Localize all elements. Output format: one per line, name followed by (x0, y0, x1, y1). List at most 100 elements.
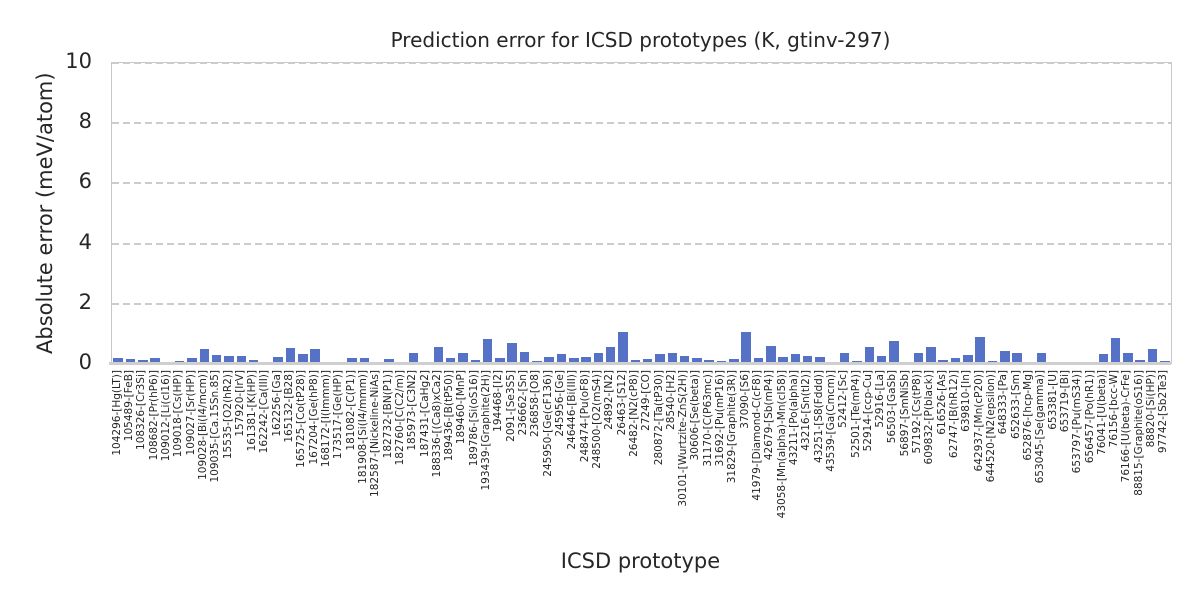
bar (864, 347, 875, 364)
x-tick-label: 41979-[Diamond-C(cF8)] (751, 370, 763, 501)
bar (802, 356, 813, 364)
x-tick-label: 30101-[Wurtzite-ZnS(2H)] (677, 370, 690, 507)
x-tick-label: 187431-[CaHg2] (418, 370, 431, 458)
x-tick-label: 189436-[B(tP50)] (443, 370, 456, 462)
x-tick-label: 644520-[N2(epsilon)] (984, 370, 997, 483)
x-tick-label: 653381-[U] (1046, 370, 1059, 430)
bar (1012, 353, 1022, 364)
x-tick-label: 245956-[Ge] (554, 370, 566, 437)
bar (347, 358, 357, 364)
x-tick-label: 157920-[IrV] (233, 370, 246, 437)
x-tick-label: 652876-[hcp-Mg] (1021, 370, 1034, 461)
bar (125, 359, 136, 364)
x-tick-label: 62747-[B(hR12)] (948, 370, 960, 459)
bar (544, 357, 554, 364)
bar (926, 347, 936, 364)
x-tick-label: 52412-[Sc] (837, 370, 850, 428)
bar (113, 358, 123, 364)
bar (273, 357, 283, 364)
x-tick-label: 639810-[In] (960, 370, 973, 432)
x-tick-label: 43211-[Po(alpha)] (787, 370, 800, 466)
bar (889, 341, 899, 364)
x-tick-label: 28540-[H2] (664, 370, 677, 430)
bar (1036, 353, 1047, 364)
y-tick-4: 4 (78, 229, 92, 254)
x-tick-label: 642937-[Mn(cP20)] (972, 370, 985, 472)
bar (876, 356, 887, 364)
bar (1147, 349, 1158, 364)
bar (679, 356, 690, 364)
bar (433, 347, 444, 364)
x-tick-label: 185973-[C3N2] (406, 370, 419, 451)
bar (445, 358, 456, 364)
y-tick-0: 0 (78, 350, 92, 374)
bar (667, 353, 678, 364)
gridline-y6 (112, 182, 1171, 185)
x-tick-label: 57192-[Cs(tP8)] (911, 370, 924, 454)
x-tick-label: 15535-[O2(hR2)] (221, 370, 234, 460)
bar (1110, 338, 1121, 364)
bar (310, 349, 320, 364)
bar (495, 358, 505, 364)
bar (482, 339, 493, 364)
x-tick-label: 43251-[S8(Fddd)] (812, 370, 825, 463)
y-tick-6: 6 (78, 169, 92, 194)
gridline-y2 (112, 302, 1171, 305)
bar (1098, 354, 1109, 364)
x-tick-label: 194468-[I2] (492, 370, 505, 432)
x-tick-label: 165132-[B28] (283, 370, 296, 443)
x-tick-label: 108326-[Cr3Si] (135, 370, 148, 450)
bar (507, 343, 517, 364)
x-tick-label: 24892-[N2] (603, 370, 616, 430)
x-tick-label: 56503-[GaSb] (886, 370, 899, 444)
x-tick-label: 182587-[Nickeline-NiAs] (369, 370, 382, 497)
bar (236, 356, 247, 364)
x-tick-label: 653797-[Pu(mS34)] (1071, 370, 1084, 474)
bar (199, 349, 210, 364)
x-tick-label: 76166-[U(beta)-CrFe] (1120, 370, 1133, 483)
x-tick-label: 109018-[Cs(HP)] (172, 370, 185, 458)
x-tick-label: 161381-[K(HP)] (246, 370, 259, 452)
x-tick-label: 652633-[Sm] (1009, 370, 1022, 439)
x-tick-label: 76041-[U(beta)] (1095, 370, 1108, 455)
x-tick-label: 108682-[Pr(hP6)] (147, 370, 160, 461)
bar (729, 359, 739, 364)
x-tick-label: 26463-[S12] (615, 370, 628, 436)
y-tick-10: 10 (65, 49, 92, 73)
x-tick-label: 653045-[Se(gamma)] (1034, 370, 1047, 484)
x-tick-label: 193439-[Graphite(2H)] (480, 370, 493, 491)
bar (581, 357, 591, 364)
bar (285, 348, 296, 364)
bar (975, 337, 985, 364)
x-tick-label: 609832-[P(black)] (923, 370, 936, 465)
gridline-y8 (112, 122, 1171, 125)
bar (519, 352, 530, 364)
x-tick-label: 43539-[Ga(Cmcm)] (824, 370, 837, 472)
bar (766, 346, 776, 364)
x-tick-label: 162256-[Ga] (270, 370, 283, 437)
x-tick-label: 162242-[Ca(III)] (258, 370, 271, 454)
bar (298, 354, 308, 364)
x-tick-label: 26482-[N2(cP8)] (627, 370, 640, 457)
bar (211, 355, 222, 364)
bar (815, 357, 825, 364)
x-tick-label: 43216-[Sn(tI2)] (800, 370, 813, 451)
x-tick-label: 52916-[La] (874, 370, 887, 428)
x-tick-label: 280872-[Ta(tP30)] (652, 370, 665, 466)
gridline-y4 (112, 242, 1171, 245)
x-axis-label: ICSD prototype (560, 549, 721, 573)
x-tick-label: 88820-[Si(HP)] (1145, 370, 1157, 448)
bar (963, 355, 973, 364)
x-tick-label: 182760-[C(C2/m)] (393, 370, 406, 466)
x-tick-label: 2091-[Se3S5] (504, 370, 517, 442)
bar (408, 353, 419, 364)
bar (655, 354, 665, 364)
x-tick-label: 52501-[Te(mP4)] (849, 370, 862, 458)
x-tick-label: 43058-[Mn(alpha)-Mn(cI58)] (775, 370, 788, 519)
chart-title: Prediction error for ICSD prototypes (K,… (390, 28, 891, 52)
x-tick-label: 56897-[SmNiSb] (898, 370, 911, 457)
x-tick-label: 52914-[ccp-Cu] (861, 370, 874, 452)
bar (359, 358, 370, 364)
gridline-y10 (112, 62, 1171, 64)
